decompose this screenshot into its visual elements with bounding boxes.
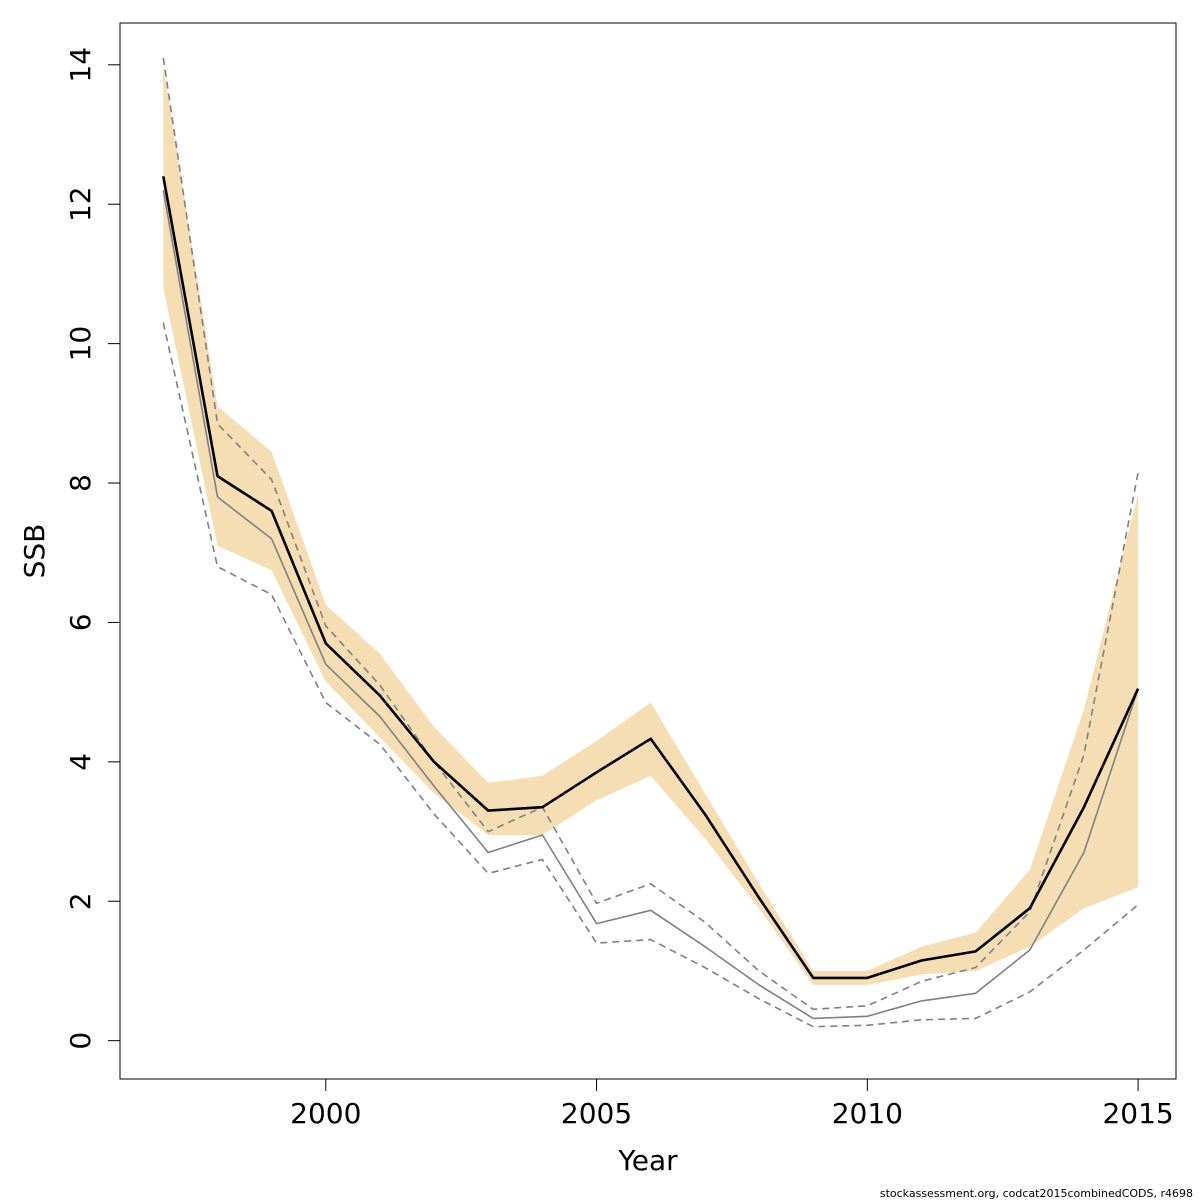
- x-axis-title: Year: [617, 1144, 678, 1177]
- y-tick-label: 10: [64, 326, 97, 362]
- x-tick-label: 2005: [561, 1097, 632, 1130]
- footer-note: stockassessment.org, codcat2015combinedC…: [880, 1187, 1193, 1200]
- y-tick-label: 6: [64, 613, 97, 631]
- current-estimate-line: [162, 176, 1140, 980]
- previous-upper-ci-line: [162, 57, 1139, 1011]
- x-tick-label: 2000: [290, 1097, 361, 1130]
- x-axis: 2000 2005 2010 2015: [290, 1078, 1174, 1130]
- confidence-band-layer: [163, 64, 1139, 985]
- y-tick-label: 4: [64, 753, 97, 771]
- y-tick-label: 2: [64, 892, 97, 910]
- y-axis: 0 2 4 6 8 10 12 14: [64, 47, 121, 1050]
- x-tick-label: 2010: [832, 1097, 903, 1130]
- confidence-band: [163, 64, 1139, 985]
- y-tick-label: 14: [64, 47, 97, 83]
- series-lines-layer: [162, 57, 1140, 1028]
- y-tick-label: 8: [64, 474, 97, 492]
- y-axis-title: SSB: [18, 524, 51, 579]
- x-tick-label: 2015: [1102, 1097, 1173, 1130]
- y-tick-label: 12: [64, 186, 97, 222]
- previous-lower-ci-line: [162, 322, 1139, 1028]
- previous-estimate-line: [162, 190, 1139, 1020]
- y-tick-label: 0: [64, 1032, 97, 1050]
